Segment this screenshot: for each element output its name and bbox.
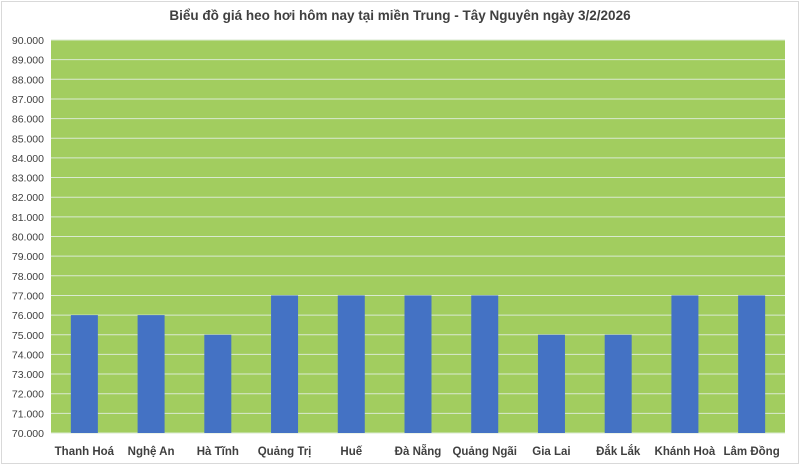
x-tick-label: Nghệ An [128, 446, 175, 458]
bar [537, 334, 565, 433]
x-tick-label: Thanh Hoá [55, 446, 115, 458]
y-tick-label: 71.000 [12, 408, 44, 420]
y-tick-label: 74.000 [12, 349, 44, 361]
x-tick-label: Huế [340, 446, 362, 458]
chart-title: Biểu đồ giá heo hơi hôm nay tại miền Tru… [169, 8, 631, 23]
y-tick-label: 86.000 [12, 114, 44, 126]
y-tick-label: 70.000 [12, 428, 44, 440]
bar [471, 295, 499, 433]
bar [337, 295, 365, 433]
bar [404, 295, 432, 433]
y-tick-label: 83.000 [12, 173, 44, 185]
y-tick-label: 80.000 [12, 232, 44, 244]
bar [204, 334, 232, 433]
bar [738, 295, 766, 433]
y-tick-label: 72.000 [12, 389, 44, 401]
x-tick-label: Đắk Lắk [596, 445, 641, 458]
x-tick-label: Quảng Trị [258, 446, 312, 458]
y-tick-label: 84.000 [12, 153, 44, 165]
bar [70, 315, 98, 433]
y-tick-label: 82.000 [12, 192, 44, 204]
y-tick-label: 85.000 [12, 133, 44, 145]
y-tick-label: 78.000 [12, 271, 44, 283]
y-tick-label: 90.000 [12, 35, 44, 47]
y-tick-label: 87.000 [12, 94, 44, 106]
bar [671, 295, 699, 433]
bar [137, 315, 165, 433]
y-tick-label: 88.000 [12, 74, 44, 86]
bar [271, 295, 299, 433]
x-tick-label: Quảng Ngãi [452, 446, 517, 458]
y-tick-label: 77.000 [12, 290, 44, 302]
x-tick-label: Khánh Hoà [655, 446, 716, 458]
y-tick-label: 81.000 [12, 212, 44, 224]
y-tick-label: 76.000 [12, 310, 44, 322]
y-tick-label: 79.000 [12, 251, 44, 263]
y-tick-label: 89.000 [12, 55, 44, 67]
y-tick-label: 75.000 [12, 330, 44, 342]
x-tick-label: Lâm Đồng [724, 446, 780, 458]
x-tick-label: Hà Tĩnh [197, 446, 239, 458]
x-tick-label: Gia Lai [532, 446, 570, 458]
y-tick-label: 73.000 [12, 369, 44, 381]
x-tick-label: Đà Nẵng [395, 445, 442, 458]
bar [604, 334, 632, 433]
